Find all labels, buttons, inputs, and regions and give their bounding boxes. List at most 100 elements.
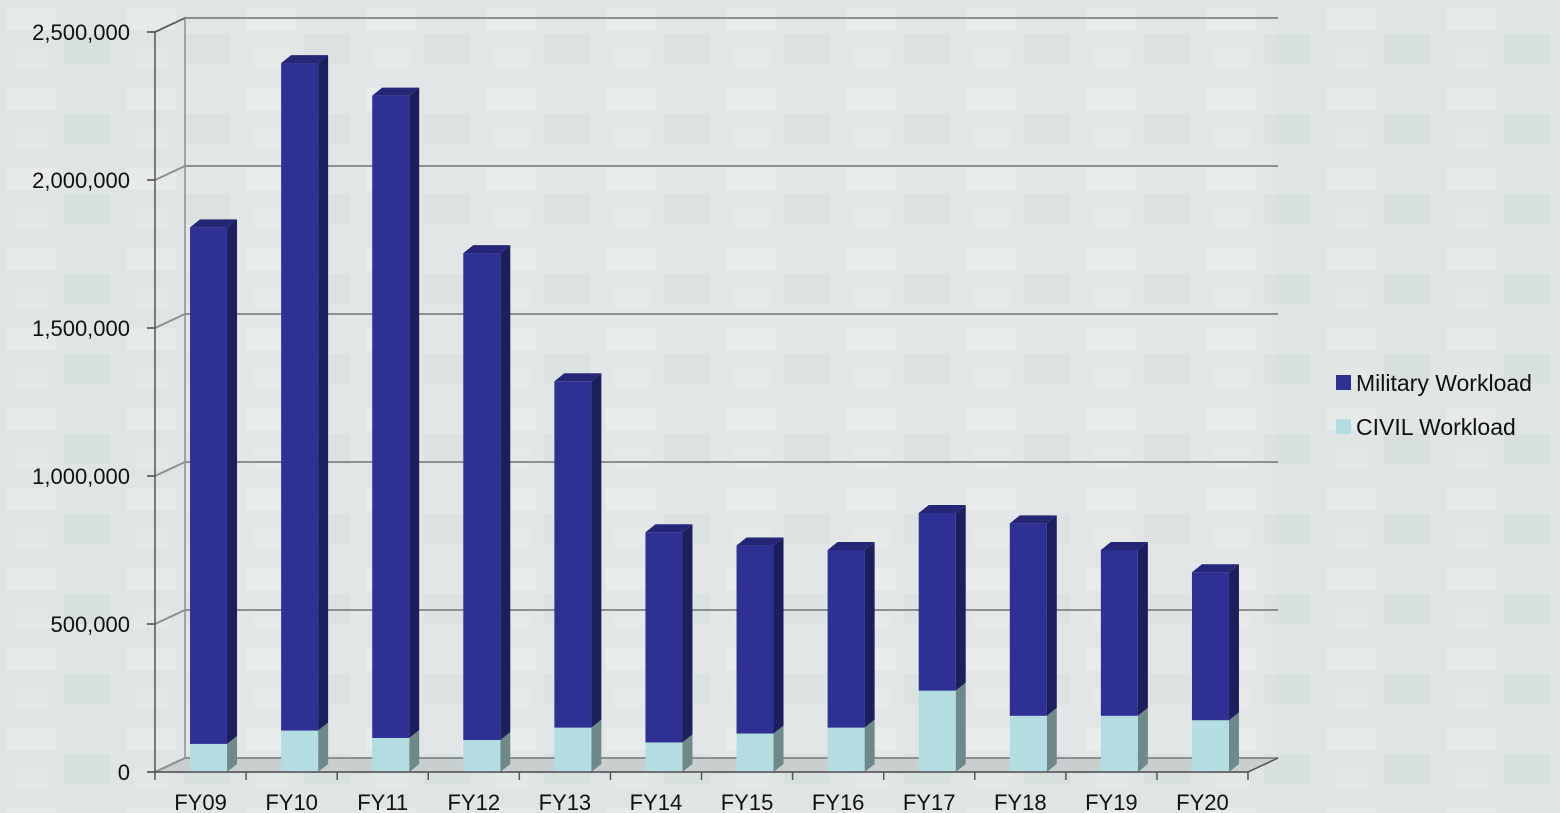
bar-front: [827, 550, 865, 728]
bar-top: [463, 245, 511, 254]
bar-top: [645, 524, 693, 533]
bar-side: [864, 542, 875, 728]
bar-FY17-civil-workload: [918, 682, 966, 772]
bar-FY09-military-workload: [190, 219, 238, 744]
x-tick-label: FY12: [447, 790, 500, 813]
y-tick-label: 0: [118, 760, 130, 785]
bar-front: [645, 742, 683, 772]
bar-FY11-military-workload: [372, 87, 420, 738]
bar-front: [372, 95, 410, 738]
back-wall: [185, 18, 1278, 758]
legend-swatch: [1336, 419, 1351, 434]
bar-side: [773, 725, 784, 772]
x-tick-label: FY17: [903, 790, 956, 813]
bar-side: [500, 732, 511, 772]
x-axis: FY09 FY10 FY11 FY12 FY13 FY14 FY15 FY16 FY17 FY18…: [154, 757, 1279, 813]
bar-top: [1191, 564, 1239, 573]
y-tick-label: 500,000: [50, 612, 130, 637]
x-tick-label: FY10: [265, 790, 318, 813]
bar-front: [463, 253, 501, 741]
gridline-side: [154, 313, 186, 329]
chart-walls: [154, 18, 1279, 773]
bar-top: [1100, 542, 1148, 550]
bar-FY15-military-workload: [736, 537, 784, 734]
x-tick-label: FY11: [357, 790, 408, 813]
bar-FY11-civil-workload: [372, 729, 420, 772]
bar-side: [227, 735, 238, 772]
x-tick-label: FY18: [994, 790, 1047, 813]
bar-front: [645, 532, 683, 743]
x-tick-label: FY19: [1085, 790, 1138, 813]
bar-top: [1009, 515, 1057, 524]
legend-label: Military Workload: [1356, 370, 1532, 396]
legend-item: Military Workload: [1336, 370, 1532, 396]
bar-FY19-military-workload: [1100, 542, 1148, 716]
bar-FY14-military-workload: [645, 524, 693, 743]
bar-front: [463, 740, 501, 772]
x-tick-label: FY16: [812, 790, 865, 813]
y-tick-label: 1,000,000: [32, 464, 130, 489]
bar-front: [827, 727, 865, 772]
x-tick-label: FY13: [539, 790, 592, 813]
bar-front: [281, 63, 319, 731]
bar-FY20-civil-workload: [1191, 712, 1239, 772]
bar-side: [1046, 515, 1057, 716]
bar-front: [1009, 523, 1047, 716]
bar-top: [736, 537, 784, 546]
bar-side: [500, 245, 511, 741]
bar-side: [318, 55, 329, 731]
bar-side: [1137, 542, 1148, 716]
y-tick-label: 2,000,000: [32, 168, 130, 193]
bar-front: [736, 733, 774, 772]
bar-front: [918, 513, 956, 691]
bar-side: [1046, 707, 1057, 772]
gridline-side: [154, 609, 186, 625]
bar-front: [1009, 715, 1047, 772]
x-axis-end-edge: [1247, 757, 1279, 773]
gridline-side: [154, 461, 186, 477]
bar-side: [1228, 712, 1239, 772]
x-tick-label: FY20: [1176, 790, 1229, 813]
bar-FY18-military-workload: [1009, 515, 1057, 716]
bar-top: [190, 219, 238, 228]
bar-front: [372, 737, 410, 772]
x-tick-label: FY09: [174, 790, 227, 813]
bar-front: [1191, 720, 1229, 772]
bar-side: [591, 373, 602, 728]
bar-front: [281, 730, 319, 772]
bar-FY12-military-workload: [463, 245, 511, 741]
y-tick-label: 1,500,000: [32, 316, 130, 341]
bars: [190, 55, 1239, 772]
bar-side: [864, 719, 875, 772]
bar-FY17-military-workload: [918, 505, 966, 691]
legend: Military Workload CIVIL Workload: [1336, 370, 1532, 440]
x-tick-label: FY15: [721, 790, 774, 813]
bar-side: [773, 537, 784, 734]
y-tick-label: 2,500,000: [32, 20, 130, 45]
bar-side: [955, 505, 966, 691]
bar-front: [190, 227, 228, 744]
bar-front: [918, 690, 956, 772]
bar-front: [554, 727, 592, 772]
bar-FY13-military-workload: [554, 373, 602, 728]
bar-top: [827, 542, 875, 550]
y-axis-top-edge: [154, 17, 186, 33]
bar-top: [372, 87, 420, 96]
bar-front: [1191, 572, 1229, 721]
bar-front: [1100, 550, 1138, 716]
legend-label: CIVIL Workload: [1356, 414, 1516, 440]
bar-side: [682, 734, 693, 772]
bar-side: [955, 682, 966, 772]
x-tick-label: FY14: [630, 790, 683, 813]
bar-side: [409, 87, 420, 738]
gridline-side: [154, 165, 186, 181]
legend-swatch: [1336, 375, 1351, 390]
bar-front: [736, 545, 774, 734]
bar-side: [1228, 564, 1239, 721]
gridlines: [154, 17, 1278, 773]
bar-side: [409, 729, 420, 772]
bar-side: [318, 722, 329, 772]
bar-front: [554, 381, 592, 728]
